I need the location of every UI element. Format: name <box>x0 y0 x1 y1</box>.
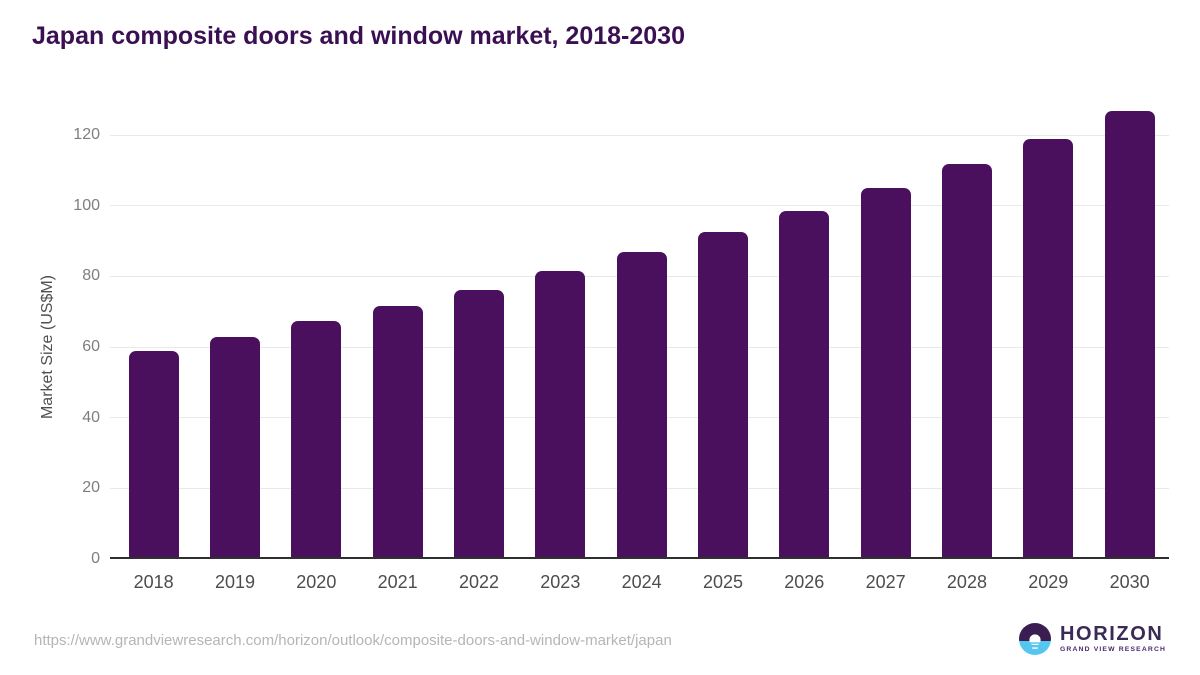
x-tick-label-2026: 2026 <box>784 572 825 592</box>
x-tick-label-2024: 2024 <box>621 572 662 592</box>
x-tick-label-2018: 2018 <box>133 572 174 592</box>
gridline-120 <box>110 134 1169 136</box>
bar-2023 <box>535 271 586 559</box>
x-axis-line <box>110 557 1169 559</box>
x-tick-label-2028: 2028 <box>946 572 987 592</box>
horizon-logo-text: HORIZON GRAND VIEW RESEARCH <box>1060 623 1167 653</box>
source-url: https://www.grandviewresearch.com/horizo… <box>34 632 672 649</box>
y-tick-label-20: 20 <box>82 479 100 497</box>
y-tick-label-40: 40 <box>82 408 100 426</box>
horizon-sun-icon <box>1019 623 1051 655</box>
horizon-logo-name: HORIZON <box>1060 623 1164 645</box>
x-tick-label-2029: 2029 <box>1028 572 1069 592</box>
y-tick-label-0: 0 <box>91 550 100 567</box>
chart-title: Japan composite doors and window market,… <box>32 22 685 50</box>
x-tick-label-2019: 2019 <box>214 572 255 592</box>
y-tick-label-60: 60 <box>82 338 100 355</box>
horizon-logo-subtitle: GRAND VIEW RESEARCH <box>1060 646 1167 653</box>
bar-2028 <box>941 163 992 559</box>
bar-2021 <box>372 306 423 559</box>
bar-2022 <box>453 289 504 559</box>
x-tick-label-2027: 2027 <box>865 572 906 592</box>
gridline-100 <box>110 205 1169 207</box>
bar-2027 <box>860 188 911 559</box>
bar-2024 <box>616 252 667 559</box>
bar-2018 <box>128 350 179 559</box>
bar-2026 <box>779 210 830 559</box>
bar-2025 <box>697 232 748 559</box>
bar-2020 <box>291 321 342 559</box>
y-tick-label-80: 80 <box>82 267 100 285</box>
horizon-logo: HORIZON GRAND VIEW RESEARCH <box>1019 623 1166 655</box>
bar-2030 <box>1104 110 1155 559</box>
x-tick-label-2023: 2023 <box>540 572 581 592</box>
x-tick-label-2021: 2021 <box>377 572 418 592</box>
bar-2019 <box>209 336 260 559</box>
x-tick-label-2020: 2020 <box>296 572 337 592</box>
x-tick-label-2030: 2030 <box>1109 572 1150 592</box>
x-tick-label-2025: 2025 <box>702 572 743 592</box>
y-tick-label-120: 120 <box>73 126 100 143</box>
y-tick-label-100: 100 <box>73 196 100 214</box>
x-tick-label-2022: 2022 <box>458 572 499 592</box>
bar-2029 <box>1023 138 1074 559</box>
